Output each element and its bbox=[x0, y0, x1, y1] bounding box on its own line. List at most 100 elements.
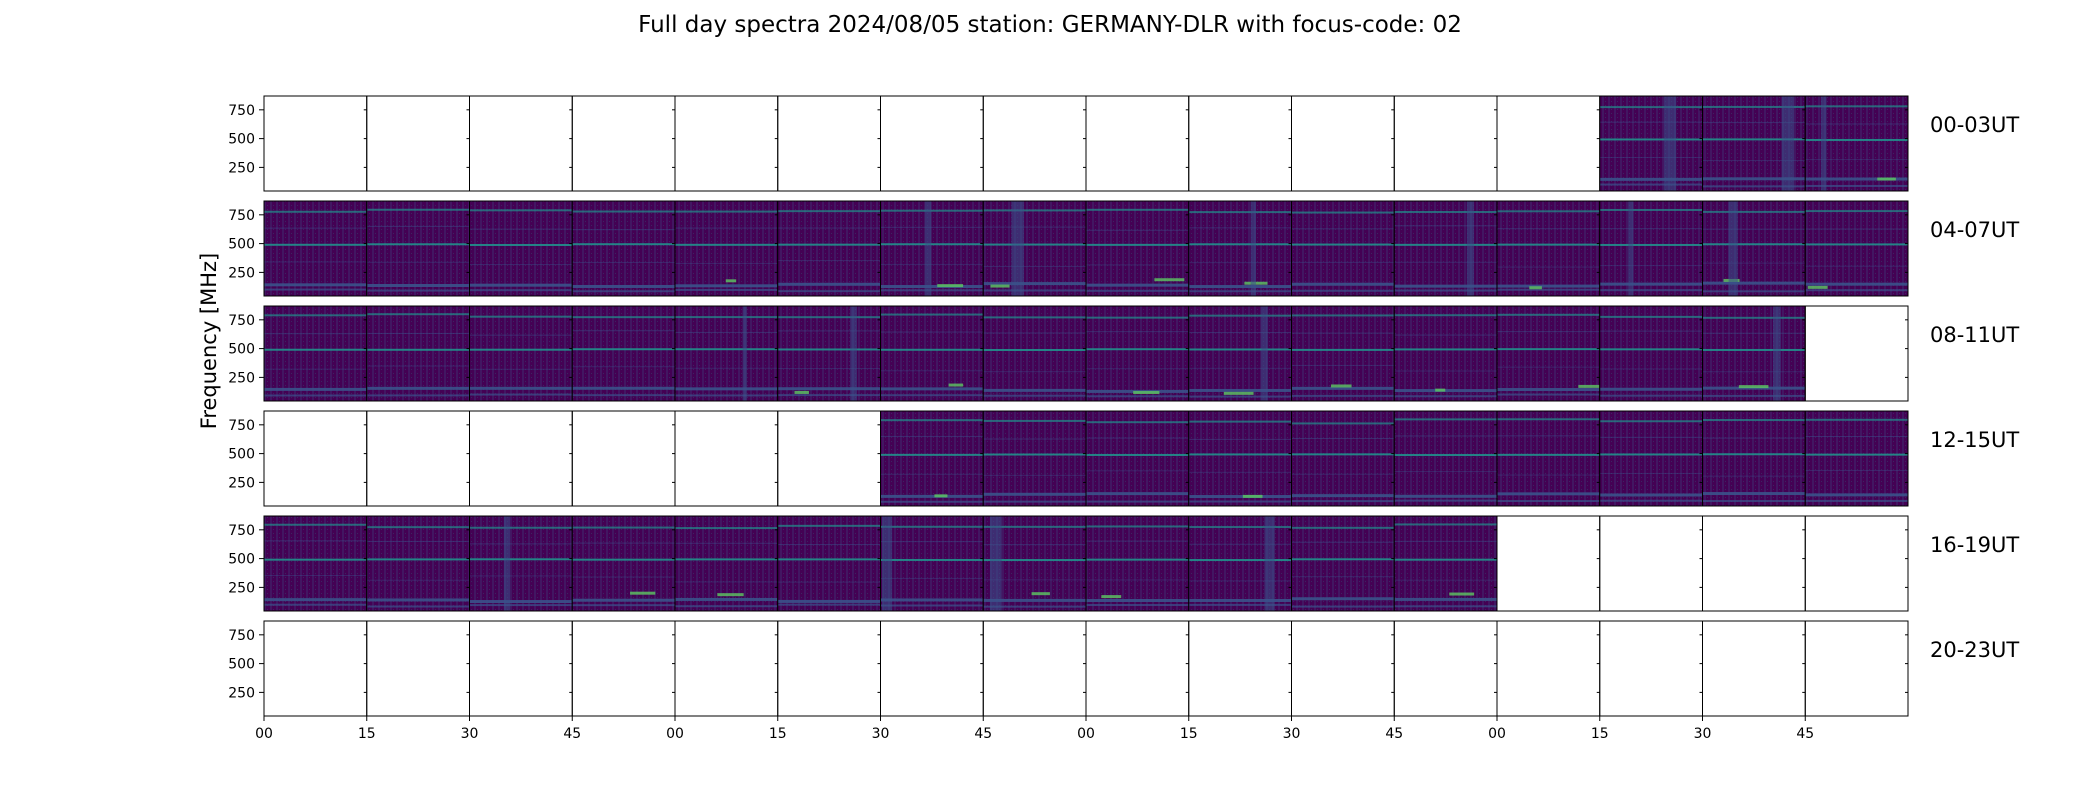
spectrum-band bbox=[1291, 314, 1395, 317]
spectrum-band bbox=[572, 542, 675, 544]
spectrum-burst bbox=[725, 279, 737, 283]
spectrum-band bbox=[1394, 471, 1497, 473]
spectrum-band bbox=[1497, 284, 1600, 288]
spectrum-band bbox=[469, 348, 573, 351]
spectrum-band bbox=[1188, 495, 1292, 499]
spectrum-band bbox=[1188, 598, 1292, 602]
spectrum-panel bbox=[1599, 96, 1703, 191]
spectrum-band bbox=[1497, 266, 1600, 268]
spectrum-band bbox=[1702, 499, 1806, 502]
spectrum-band bbox=[777, 394, 881, 397]
y-tick-label: 250 bbox=[228, 580, 255, 596]
spectrum-band bbox=[1291, 243, 1395, 246]
spectrum-band bbox=[880, 419, 984, 422]
spectrum-band bbox=[1188, 367, 1292, 369]
spectrum-band bbox=[1599, 156, 1703, 158]
panel-frame bbox=[1496, 515, 1601, 612]
spectrum-band bbox=[1394, 210, 1497, 213]
spectrum-texture bbox=[572, 306, 675, 401]
x-tick-label: 45 bbox=[563, 726, 581, 742]
spectrum-column bbox=[1261, 306, 1268, 401]
spectrum-band bbox=[983, 438, 1086, 440]
spectrum-band bbox=[880, 577, 984, 579]
spectrum-band bbox=[1805, 159, 1908, 161]
y-tick-label: 250 bbox=[228, 685, 255, 701]
x-tick-label: 45 bbox=[1796, 726, 1814, 742]
spectrum-band bbox=[983, 332, 1086, 334]
y-tick-label: 750 bbox=[228, 103, 255, 119]
spectrum-burst bbox=[1435, 388, 1446, 392]
spectrum-band bbox=[1291, 576, 1395, 578]
spectrum-band bbox=[1394, 499, 1497, 502]
spectrum-band bbox=[675, 210, 778, 213]
spectrum-column bbox=[503, 516, 511, 611]
spectrum-band bbox=[572, 558, 675, 561]
spectrum-band bbox=[1188, 395, 1292, 398]
spectrum-texture bbox=[1599, 201, 1703, 296]
spectrum-band bbox=[880, 494, 984, 498]
spectrum-texture bbox=[1394, 306, 1497, 401]
spectrum-texture bbox=[880, 201, 984, 296]
spectrum-band bbox=[1599, 177, 1703, 181]
panel-frame bbox=[674, 95, 779, 192]
y-tick-label: 750 bbox=[228, 313, 255, 329]
spectrum-texture bbox=[1086, 306, 1189, 401]
spectrum-texture bbox=[366, 516, 470, 611]
spectrum-band bbox=[880, 541, 984, 543]
spectrum-band bbox=[1086, 289, 1189, 292]
spectrum-band bbox=[1086, 229, 1189, 231]
x-tick-label: 00 bbox=[666, 726, 684, 742]
spectrum-burst bbox=[937, 284, 964, 288]
spectrum-burst bbox=[1133, 391, 1160, 395]
spectrum-band bbox=[1702, 177, 1806, 181]
spectrum-band bbox=[1805, 138, 1908, 141]
spectrum-band bbox=[264, 288, 367, 291]
spectrum-band bbox=[264, 523, 367, 526]
spectrum-panel bbox=[880, 516, 984, 611]
x-tick-label: 30 bbox=[461, 726, 479, 742]
spectrum-band bbox=[777, 282, 881, 286]
spectrum-band bbox=[880, 453, 984, 456]
spectrum-band bbox=[983, 492, 1086, 496]
spectrum-band bbox=[1394, 389, 1497, 393]
spectrum-band bbox=[983, 525, 1086, 528]
spectrum-band bbox=[1599, 138, 1703, 141]
spectrum-band bbox=[983, 559, 1086, 562]
spectrum-texture bbox=[1497, 411, 1600, 506]
panel-frame bbox=[1702, 620, 1806, 717]
spectrum-panel bbox=[572, 201, 675, 296]
spectrum-band bbox=[1291, 394, 1395, 397]
spectrum-burst bbox=[1101, 595, 1122, 599]
spectrum-band bbox=[1291, 386, 1395, 390]
spectrum-band bbox=[1599, 106, 1703, 109]
spectrum-column bbox=[1728, 201, 1738, 296]
spectrum-band bbox=[675, 316, 778, 319]
spectrum-band bbox=[1702, 122, 1806, 124]
spectrum-band bbox=[469, 393, 573, 396]
spectrum-band bbox=[1086, 500, 1189, 503]
spectrum-band bbox=[1599, 436, 1703, 438]
spectrum-column bbox=[1781, 96, 1795, 191]
spectra-row bbox=[263, 620, 1909, 717]
spectrum-texture bbox=[1805, 201, 1908, 296]
y-tick-label: 500 bbox=[228, 657, 255, 673]
spectrum-panel bbox=[983, 201, 1086, 296]
spectrum-band bbox=[1805, 243, 1908, 246]
spectrum-band bbox=[1188, 211, 1292, 214]
spectrum-band bbox=[1188, 420, 1292, 423]
spectrum-band bbox=[1188, 500, 1292, 503]
spectrum-band bbox=[572, 243, 675, 246]
spectrum-band bbox=[264, 348, 367, 351]
spectrum-band bbox=[469, 368, 573, 370]
spectrum-texture bbox=[983, 201, 1086, 296]
spectrum-band bbox=[1394, 435, 1497, 437]
spectrum-band bbox=[983, 266, 1086, 268]
spectrum-band bbox=[983, 394, 1086, 397]
spectrum-panel bbox=[1599, 411, 1703, 506]
panel-frame bbox=[1804, 515, 1909, 612]
x-tick-label: 15 bbox=[769, 726, 787, 742]
spectrum-band bbox=[1188, 388, 1292, 392]
spectrum-band bbox=[1394, 370, 1497, 372]
spectrum-band bbox=[675, 581, 778, 583]
spectrum-panel bbox=[1188, 306, 1292, 401]
